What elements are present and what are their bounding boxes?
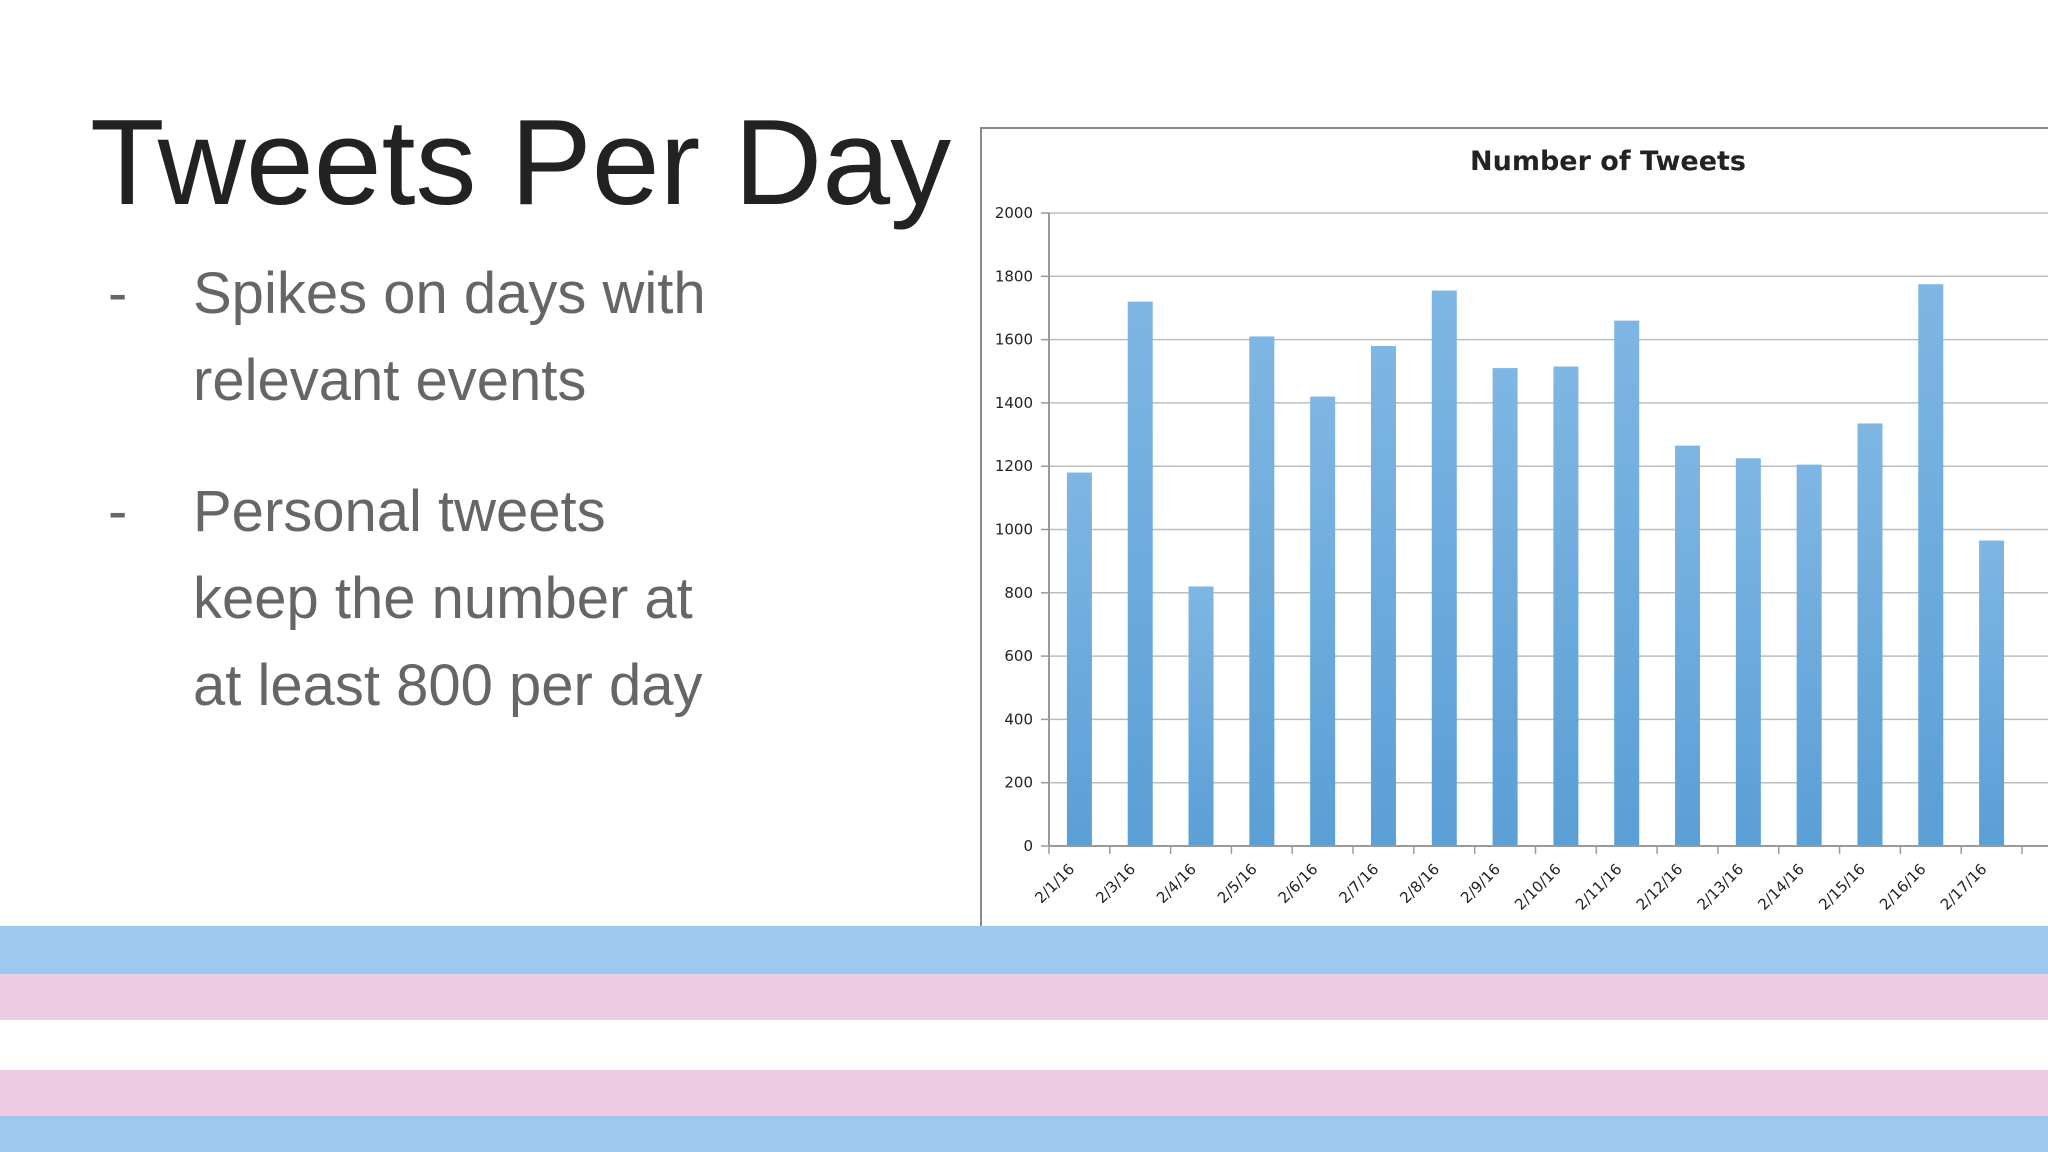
stripe-pink-top — [0, 974, 2048, 1020]
y-tick-label: 1600 — [995, 331, 1033, 349]
x-tick-label: 2/4/16 — [1153, 860, 1200, 907]
tweets-bar-chart: Number of Tweets 0 200 400 600 800 1000 1200 14… — [995, 146, 2048, 914]
bar — [1431, 290, 1457, 846]
bullet-line: Personal tweets — [193, 479, 606, 544]
bullet-line: relevant events — [193, 348, 587, 413]
x-tick-label: 2/13/16 — [1694, 860, 1748, 914]
x-tick-label: 2/1/16 — [1031, 860, 1078, 907]
bar — [1553, 366, 1579, 846]
bar — [1614, 320, 1640, 846]
bullet-item: - Personal tweets keep the number at at … — [108, 468, 988, 729]
bullet-dash: - — [108, 261, 128, 326]
bar — [1127, 301, 1153, 846]
bullet-line: Spikes on days with — [193, 261, 706, 326]
bar — [1188, 586, 1214, 846]
stripe-pink-bottom — [0, 1070, 2048, 1116]
y-tick-label: 200 — [1004, 774, 1033, 792]
axes — [1048, 213, 2048, 847]
x-tick-label: 2/16/16 — [1876, 860, 1930, 914]
gridlines — [1049, 212, 2048, 784]
bullet-line: at least 800 per day — [193, 653, 703, 718]
bullet-list: - Spikes on days with relevant events - … — [108, 250, 988, 773]
y-tick-label: 1800 — [995, 267, 1033, 285]
y-tick-label: 400 — [1004, 710, 1033, 728]
bar — [1675, 445, 1701, 846]
x-tick-label: 2/6/16 — [1275, 860, 1322, 907]
x-tick-label: 2/5/16 — [1214, 860, 1261, 907]
chart-panel: Number of Tweets 0 200 400 600 800 1000 1200 14… — [980, 127, 2048, 927]
y-tick-label: 800 — [1004, 584, 1033, 602]
stripe-blue-top — [0, 926, 2048, 974]
x-tick-label: 2/15/16 — [1815, 860, 1869, 914]
y-tick-label: 1200 — [995, 457, 1033, 475]
bar — [1735, 458, 1761, 846]
x-tick-label: 2/8/16 — [1396, 860, 1443, 907]
y-axis-ticks: 0 200 400 600 800 1000 1200 1400 1600 1800 2000 — [995, 204, 1049, 855]
bullet-dash: - — [108, 479, 128, 544]
x-tick-label: 2/12/16 — [1633, 860, 1687, 914]
x-tick-label: 2/17/16 — [1937, 860, 1991, 914]
x-axis-ticks: 2/1/16 2/3/16 2/4/16 2/5/16 2/6/16 2/7/16 2/8/… — [1031, 846, 2023, 914]
chart-title: Number of Tweets — [1470, 146, 1746, 177]
bar — [1066, 472, 1092, 846]
y-tick-label: 600 — [1004, 647, 1033, 665]
bars — [1066, 284, 2005, 846]
stripe-blue-bottom — [0, 1116, 2048, 1152]
flag-stripes — [0, 926, 2048, 1152]
bar — [1249, 336, 1275, 846]
y-tick-label: 0 — [1023, 837, 1033, 855]
slide-title: Tweets Per Day — [90, 94, 952, 230]
bullet-line: keep the number at — [193, 566, 693, 631]
x-tick-label: 2/9/16 — [1457, 860, 1504, 907]
bullet-item: - Spikes on days with relevant events — [108, 250, 988, 424]
bar — [1370, 345, 1396, 846]
bar — [1310, 396, 1336, 846]
y-tick-label: 2000 — [995, 204, 1033, 222]
x-tick-label: 2/7/16 — [1335, 860, 1382, 907]
bar — [1796, 464, 1822, 846]
y-tick-label: 1000 — [995, 521, 1033, 539]
x-tick-label: 2/3/16 — [1092, 860, 1139, 907]
bar — [1857, 423, 1883, 846]
x-tick-label: 2/14/16 — [1754, 860, 1808, 914]
bar — [1918, 284, 1944, 846]
stripe-white — [0, 1020, 2048, 1070]
y-tick-label: 1400 — [995, 394, 1033, 412]
x-tick-label: 2/11/16 — [1572, 860, 1626, 914]
bar — [1492, 368, 1518, 846]
x-tick-label: 2/10/16 — [1511, 860, 1565, 914]
bar — [1979, 540, 2005, 846]
